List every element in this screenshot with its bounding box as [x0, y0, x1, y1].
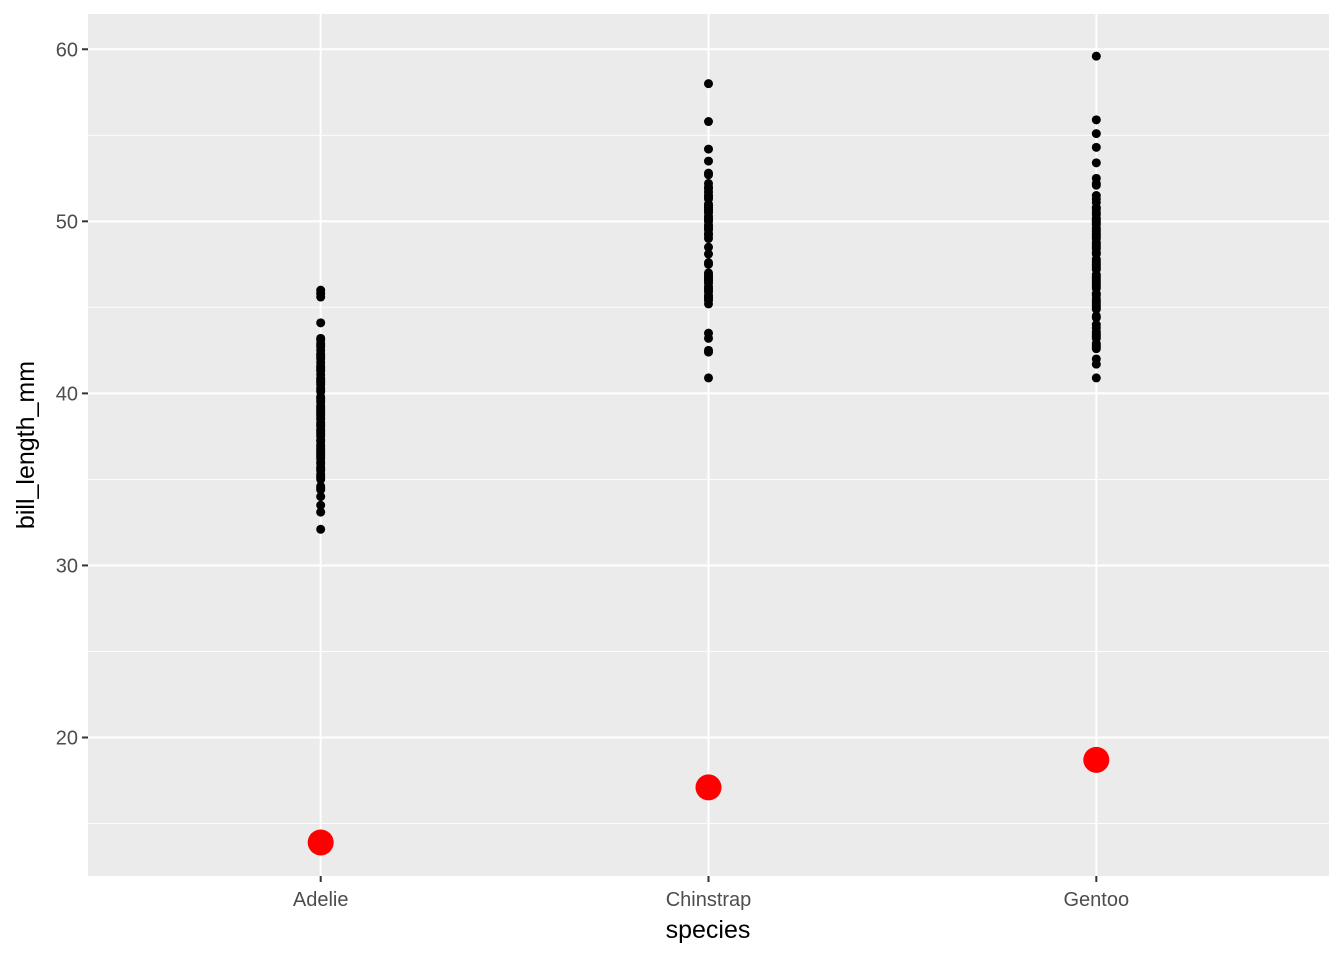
data-point — [1091, 51, 1101, 61]
data-point — [1091, 129, 1101, 139]
data-point — [704, 242, 713, 252]
data-point — [316, 318, 326, 328]
data-point — [307, 829, 334, 856]
y-tick-label: 40 — [56, 383, 78, 405]
data-point — [316, 507, 326, 517]
data-point — [704, 249, 713, 259]
x-tick-label: Gentoo — [1064, 889, 1130, 911]
y-tick-label: 30 — [56, 555, 78, 577]
data-point — [704, 328, 713, 338]
data-point — [1091, 173, 1101, 183]
x-tick-label: Adelie — [293, 889, 349, 911]
data-point — [704, 168, 713, 178]
data-point — [704, 258, 713, 268]
data-point — [695, 774, 722, 801]
data-point — [1091, 311, 1101, 321]
data-point — [316, 333, 326, 343]
data-point — [1091, 115, 1101, 125]
data-point — [1091, 142, 1101, 152]
y-axis-title: bill_length_mm — [12, 361, 40, 529]
data-point — [704, 144, 713, 154]
data-point — [316, 524, 326, 534]
y-tick-label: 20 — [56, 727, 78, 749]
data-point — [704, 373, 713, 383]
data-point — [316, 481, 326, 491]
y-axis-ticks: 20 30 40 50 60 — [56, 39, 88, 749]
data-point — [1091, 158, 1101, 168]
data-point — [704, 268, 713, 278]
data-point — [704, 117, 713, 127]
y-tick-label: 60 — [56, 39, 78, 61]
y-tick-label: 50 — [56, 211, 78, 233]
data-point — [316, 492, 326, 502]
data-point — [1083, 746, 1110, 773]
x-tick-label: Chinstrap — [666, 889, 752, 911]
data-point — [704, 345, 713, 355]
data-point — [704, 156, 713, 166]
data-point — [316, 500, 326, 510]
data-point — [704, 79, 713, 89]
data-point — [1091, 354, 1101, 364]
data-point — [316, 285, 326, 295]
x-axis-title: species — [666, 916, 751, 944]
data-point — [1091, 191, 1101, 201]
x-axis-ticks: Adelie Chinstrap Gentoo — [293, 876, 1129, 911]
data-point — [1091, 373, 1101, 383]
data-point — [704, 178, 713, 188]
data-points — [307, 51, 1110, 856]
data-point — [1091, 320, 1101, 330]
